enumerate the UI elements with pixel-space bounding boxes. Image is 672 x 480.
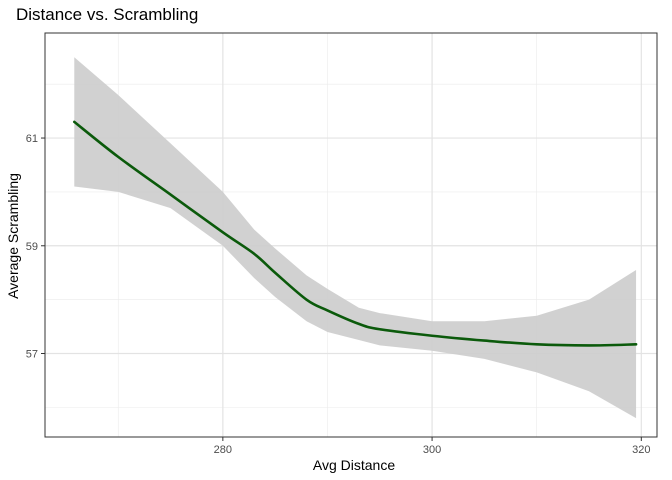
trend-line — [72, 120, 638, 347]
x-axis-title: Avg Distance — [313, 457, 395, 473]
chart-title: Distance vs. Scrambling — [16, 5, 198, 24]
y-tick-label: 59 — [26, 241, 38, 253]
x-tick-label: 280 — [214, 444, 232, 456]
y-tick-label: 61 — [26, 133, 38, 145]
x-axis: 280 300 320 — [214, 437, 650, 456]
y-axis-title: Average Scrambling — [5, 173, 21, 299]
y-axis: 57 59 61 — [26, 133, 45, 361]
y-tick-label: 57 — [26, 349, 38, 361]
plot-panel — [44, 32, 658, 438]
x-tick-label: 300 — [423, 444, 441, 456]
panel-border — [44, 32, 658, 438]
confidence-band — [74, 57, 637, 419]
x-tick-label: 320 — [632, 444, 650, 456]
